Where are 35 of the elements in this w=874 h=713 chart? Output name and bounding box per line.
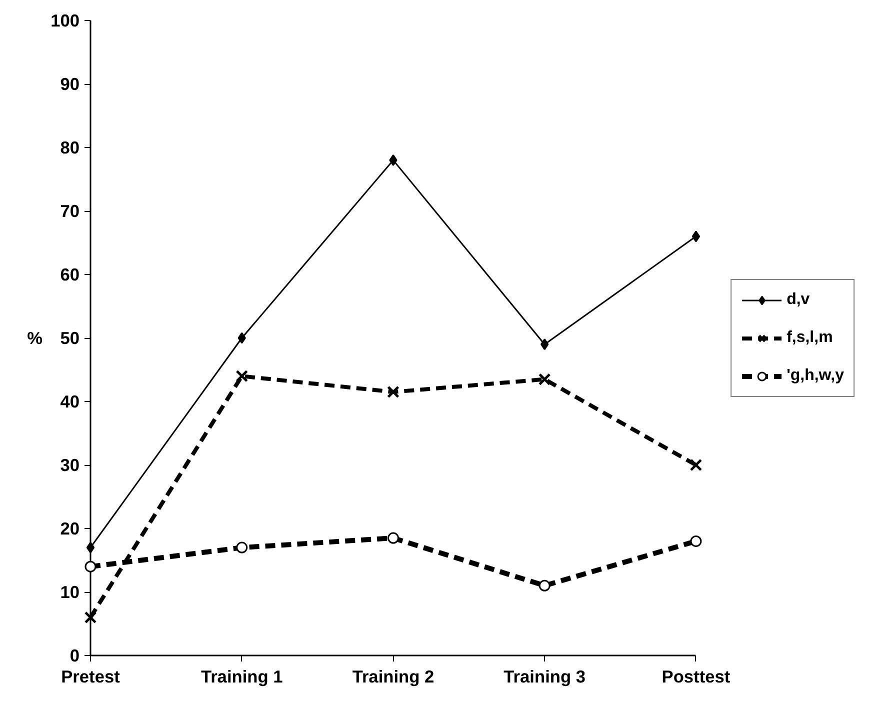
x-tick-label: Training 3 [504,666,586,686]
y-tick-label: 90 [60,74,80,94]
point [692,230,700,242]
legend-label: 'g,h,w,y [786,366,844,384]
legend-label: f,s,l,m [786,328,833,346]
point [387,532,399,544]
point [538,580,550,592]
point [236,370,248,382]
point [690,535,702,547]
x-tick-label: Pretest [61,666,120,686]
y-tick-label: 20 [60,518,80,538]
y-tick-label: 10 [60,582,80,602]
point [389,154,398,166]
y-tick-label: 40 [60,392,80,412]
y-tick-label: 70 [60,201,80,221]
x-tick-label: Posttest [662,666,730,686]
point [86,542,95,554]
y-tick-label: 100 [50,10,80,30]
point [690,458,702,472]
x-tick-label: Training 1 [200,666,284,686]
y-tick-label: 60 [60,264,80,284]
y-axis-title: % [27,328,43,348]
y-tick-label: 50 [60,328,80,348]
point [84,611,97,624]
point [238,332,246,344]
y-tick-label: 0 [70,646,80,666]
y-tick-label: 30 [60,455,80,475]
x-tick-label: Training 2 [352,666,434,686]
point [84,560,96,572]
point [387,386,400,398]
legend-label: d,v [786,290,810,308]
point [538,373,551,386]
point [540,338,549,350]
y-tick-label: 80 [60,138,80,158]
point [236,542,248,554]
